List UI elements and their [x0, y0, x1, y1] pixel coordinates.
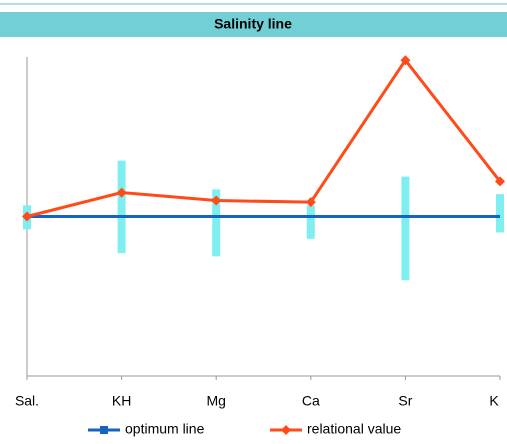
legend-marker	[281, 425, 291, 435]
tolerance-bar	[212, 189, 221, 257]
x-tick-label: Mg	[206, 393, 225, 409]
legend-label: optimum line	[125, 421, 205, 437]
x-tick-label: KH	[112, 393, 131, 409]
legend-marker	[100, 426, 108, 434]
point	[305, 197, 316, 208]
point	[400, 55, 411, 66]
point	[116, 187, 127, 198]
x-tick-label: Ca	[302, 393, 320, 409]
x-tick-label: Sal.	[15, 393, 39, 409]
chart-title: Salinity line	[214, 16, 292, 32]
legend-label: relational value	[307, 421, 401, 437]
point	[211, 195, 222, 206]
series-line	[26, 57, 502, 218]
tolerance-bar	[117, 160, 126, 254]
header-rule	[0, 3, 507, 5]
point	[495, 176, 505, 187]
title-bar	[0, 12, 507, 37]
tolerance-bar	[496, 194, 504, 233]
x-tick-label: K	[489, 393, 499, 409]
x-tick-label: Sr	[398, 393, 412, 409]
tolerance-bar	[306, 205, 315, 239]
point	[22, 211, 32, 222]
tolerance-bar	[401, 176, 410, 281]
